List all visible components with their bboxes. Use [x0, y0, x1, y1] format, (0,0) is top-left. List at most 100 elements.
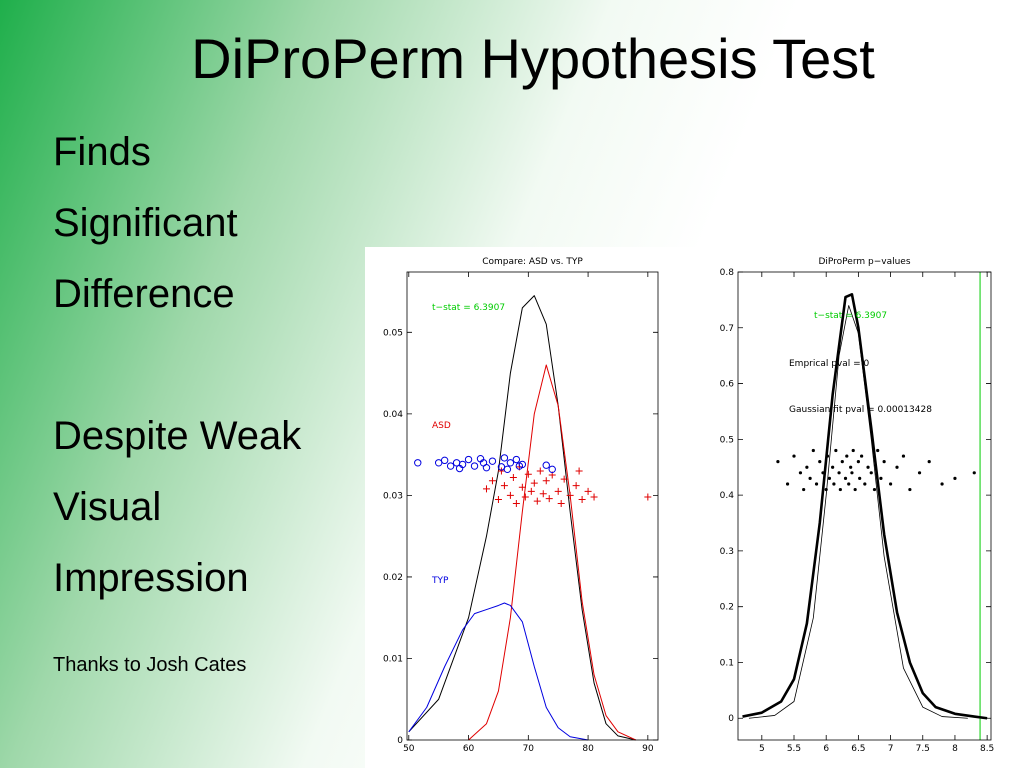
plus-point	[590, 493, 598, 501]
dot-point	[827, 476, 832, 480]
dot-point	[834, 448, 838, 453]
dot-point	[853, 487, 857, 492]
x-tick-label: 80	[582, 744, 594, 754]
curve	[408, 295, 636, 741]
y-tick-label: 0.2	[720, 603, 734, 613]
dot-point	[858, 476, 862, 480]
dot-point	[847, 482, 851, 486]
y-tick-label: 0.1	[720, 658, 734, 668]
plus-point	[557, 500, 565, 508]
dot-point	[792, 454, 796, 458]
x-tick-label: 6.5	[851, 744, 865, 754]
plus-point	[644, 493, 652, 501]
circle-point	[503, 465, 512, 474]
dot-point	[832, 482, 836, 486]
x-tick-label: 5.5	[787, 744, 801, 754]
dot-point	[876, 448, 880, 453]
x-tick-label: 8	[952, 744, 958, 754]
plus-point	[524, 470, 532, 478]
bullet: Difference	[53, 272, 235, 316]
dot-point	[811, 448, 815, 453]
dot-point	[776, 460, 780, 464]
plus-point	[533, 497, 541, 505]
dot-point	[825, 454, 830, 458]
y-tick-label: 0.01	[383, 654, 403, 664]
plus-point	[578, 495, 586, 503]
plus-point	[506, 491, 514, 499]
bullet: Significant	[53, 201, 238, 245]
plus-point	[518, 483, 526, 491]
curve	[408, 602, 589, 741]
x-tick-label: 5	[759, 744, 765, 754]
dot-point	[785, 482, 790, 486]
circle-point	[482, 463, 491, 472]
circle-point	[440, 456, 449, 465]
dot-point	[927, 460, 931, 464]
circle-point	[548, 465, 556, 474]
plot-frame	[737, 271, 992, 741]
x-tick-label: 60	[463, 744, 475, 754]
plus-point	[512, 500, 520, 508]
dot-point	[831, 465, 835, 469]
dot-point	[872, 487, 877, 492]
plus-point	[560, 475, 568, 483]
dot-point	[940, 482, 944, 486]
dot-point	[882, 460, 886, 464]
annotation: t−stat = 6.3907	[432, 303, 505, 313]
bullet: Finds	[53, 130, 151, 174]
curve	[468, 364, 637, 741]
slide-title: DiProPerm Hypothesis Test	[191, 27, 875, 90]
chart-title: DiProPerm p−values	[818, 257, 910, 267]
dot-point	[901, 454, 906, 458]
chart-title: Compare: ASD vs. TYP	[482, 257, 583, 267]
bullet: Impression	[53, 556, 249, 600]
dot-point	[879, 476, 883, 480]
dot-point	[802, 487, 806, 492]
dot-point	[845, 454, 849, 458]
annotation: t−stat = 6.3907	[814, 311, 887, 321]
y-tick-label: 0.8	[720, 268, 735, 278]
x-tick-label: 7	[888, 744, 894, 754]
dot-point	[972, 471, 976, 475]
y-tick-label: 0	[397, 736, 403, 746]
y-tick-label: 0.04	[383, 410, 403, 420]
bullet: Despite Weak	[53, 414, 302, 458]
dot-point	[814, 482, 819, 486]
plus-point	[500, 482, 508, 490]
circle-point	[542, 461, 550, 469]
dot-point	[824, 487, 828, 492]
plus-point	[527, 487, 535, 495]
plus-point	[539, 490, 547, 498]
plus-point	[488, 477, 496, 485]
annotation: Gaussian fit pval = 0.00013428	[789, 405, 932, 415]
circle-point	[434, 459, 443, 467]
x-tick-label: 7.5	[916, 744, 930, 754]
circle-point	[500, 454, 509, 462]
x-tick-label: 90	[642, 744, 654, 754]
plus-point	[482, 485, 490, 493]
plus-point	[554, 487, 562, 495]
x-tick-label: 8.5	[980, 744, 994, 754]
y-tick-label: 0.3	[720, 547, 734, 557]
circle-point	[518, 460, 527, 469]
y-tick-label: 0.7	[720, 324, 734, 334]
y-tick-label: 0.6	[720, 380, 735, 390]
dot-point	[953, 476, 957, 480]
annotation: TYP	[431, 576, 449, 586]
plus-point	[575, 467, 583, 475]
dot-point	[869, 471, 873, 475]
dot-point	[843, 476, 848, 480]
dot-point	[866, 465, 870, 469]
dot-point	[860, 454, 864, 458]
dot-point	[849, 465, 853, 469]
dot-point	[805, 465, 809, 469]
bullet: Visual	[53, 485, 162, 529]
dot-point	[917, 471, 922, 475]
curve	[742, 293, 988, 720]
y-tick-label: 0	[728, 714, 734, 724]
plus-point	[509, 473, 517, 481]
plus-point	[545, 495, 553, 503]
circle-point	[414, 459, 422, 467]
y-tick-label: 0.05	[383, 328, 403, 338]
